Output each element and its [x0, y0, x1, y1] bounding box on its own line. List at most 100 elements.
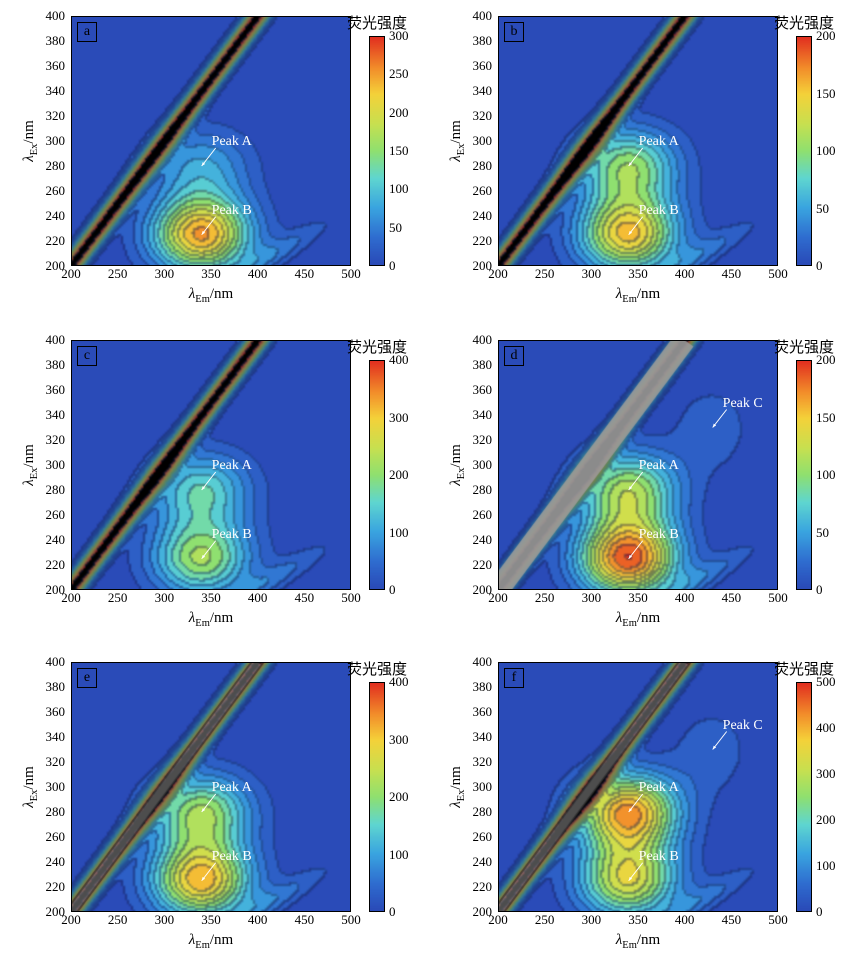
y-tick: 220 [46, 233, 66, 249]
panel-a: Peak APeak Ba200250300350400450500200220… [3, 4, 423, 322]
x-tick: 500 [341, 590, 361, 606]
y-tick: 240 [473, 854, 493, 870]
y-tick: 340 [46, 407, 66, 423]
colorbar-ticks: 050100150200 [816, 36, 854, 266]
y-tick: 320 [473, 108, 493, 124]
y-tick: 380 [46, 357, 66, 373]
y-axis-label: λEx/nm [21, 662, 40, 912]
plot-area: Peak APeak B [498, 16, 778, 266]
y-tick: 300 [46, 779, 66, 795]
colorbar-tick: 300 [389, 732, 409, 748]
y-tick: 360 [46, 704, 66, 720]
plot-area: Peak APeak BPeak C [498, 340, 778, 590]
colorbar-tick: 200 [816, 28, 836, 44]
x-ticks: 200250300350400450500 [498, 590, 778, 610]
x-tick: 450 [295, 912, 315, 928]
panel-letter: a [77, 22, 97, 42]
y-tick: 280 [46, 482, 66, 498]
y-tick: 240 [473, 532, 493, 548]
y-tick: 280 [473, 158, 493, 174]
y-tick: 260 [473, 183, 493, 199]
colorbar-tick: 0 [389, 904, 396, 920]
y-tick: 400 [473, 332, 493, 348]
colorbar [796, 360, 812, 590]
panel-letter: b [504, 22, 524, 42]
colorbar-tick: 400 [816, 720, 836, 736]
colorbar-tick: 0 [816, 258, 823, 274]
colorbar-tick: 300 [389, 28, 409, 44]
panel-e: Peak APeak Be200250300350400450500200220… [3, 650, 423, 968]
y-tick: 340 [473, 83, 493, 99]
x-tick: 350 [628, 266, 648, 282]
y-tick: 380 [473, 357, 493, 373]
colorbar-ticks: 0100200300400 [389, 682, 429, 912]
x-tick: 300 [582, 266, 602, 282]
y-tick: 320 [46, 432, 66, 448]
y-tick: 320 [46, 754, 66, 770]
x-tick: 300 [582, 590, 602, 606]
x-tick: 500 [768, 266, 788, 282]
y-tick: 200 [473, 582, 493, 598]
y-tick: 300 [473, 457, 493, 473]
eem-contour-canvas [71, 16, 351, 266]
y-tick: 240 [473, 208, 493, 224]
eem-contour-canvas [498, 16, 778, 266]
colorbar-tick: 50 [389, 220, 402, 236]
y-tick: 200 [46, 904, 66, 920]
colorbar-tick: 300 [389, 410, 409, 426]
y-axis-label: λEx/nm [448, 662, 467, 912]
colorbar-tick: 50 [816, 201, 829, 217]
y-tick: 260 [46, 183, 66, 199]
x-tick: 250 [108, 590, 128, 606]
x-tick: 500 [768, 912, 788, 928]
y-tick: 380 [473, 33, 493, 49]
y-tick: 360 [473, 58, 493, 74]
x-tick: 400 [675, 590, 695, 606]
x-tick: 450 [295, 590, 315, 606]
panel-b: Peak APeak Bb200250300350400450500200220… [430, 4, 850, 322]
colorbar-tick: 0 [816, 904, 823, 920]
y-tick: 280 [46, 804, 66, 820]
colorbar-tick: 50 [816, 525, 829, 541]
y-tick: 200 [473, 904, 493, 920]
y-tick: 220 [473, 879, 493, 895]
x-ticks: 200250300350400450500 [498, 912, 778, 932]
y-tick: 400 [46, 8, 66, 24]
panel-f: Peak APeak BPeak Cf200250300350400450500… [430, 650, 850, 968]
panel-d: Peak APeak BPeak Cd200250300350400450500… [430, 328, 850, 646]
x-tick: 400 [248, 266, 268, 282]
colorbar-ticks: 050100150200250300 [389, 36, 429, 266]
y-tick: 320 [473, 754, 493, 770]
x-tick: 300 [582, 912, 602, 928]
colorbar-tick: 200 [389, 105, 409, 121]
colorbar-tick: 200 [816, 812, 836, 828]
y-tick: 280 [46, 158, 66, 174]
colorbar-tick: 100 [816, 858, 836, 874]
x-tick: 400 [248, 590, 268, 606]
x-tick: 250 [108, 912, 128, 928]
colorbar-tick: 150 [389, 143, 409, 159]
y-tick: 200 [46, 582, 66, 598]
colorbar-tick: 150 [816, 410, 836, 426]
colorbar-tick: 100 [816, 467, 836, 483]
x-tick: 250 [535, 912, 555, 928]
x-ticks: 200250300350400450500 [71, 266, 351, 286]
y-tick: 220 [473, 557, 493, 573]
eem-contour-canvas [498, 662, 778, 912]
colorbar-tick: 100 [389, 847, 409, 863]
y-tick: 220 [46, 557, 66, 573]
y-axis-label: λEx/nm [448, 16, 467, 266]
x-tick: 350 [201, 912, 221, 928]
colorbar-tick: 200 [816, 352, 836, 368]
colorbar [369, 36, 385, 266]
x-tick: 300 [155, 590, 175, 606]
y-tick: 400 [46, 332, 66, 348]
eem-figure-grid: Peak APeak Ba200250300350400450500200220… [0, 0, 854, 972]
y-axis-label: λEx/nm [448, 340, 467, 590]
x-tick: 500 [341, 266, 361, 282]
x-axis-label: λEm/nm [498, 932, 778, 951]
colorbar-ticks: 050100150200 [816, 360, 854, 590]
y-tick: 380 [46, 33, 66, 49]
y-tick: 360 [46, 58, 66, 74]
colorbar-tick: 200 [389, 467, 409, 483]
